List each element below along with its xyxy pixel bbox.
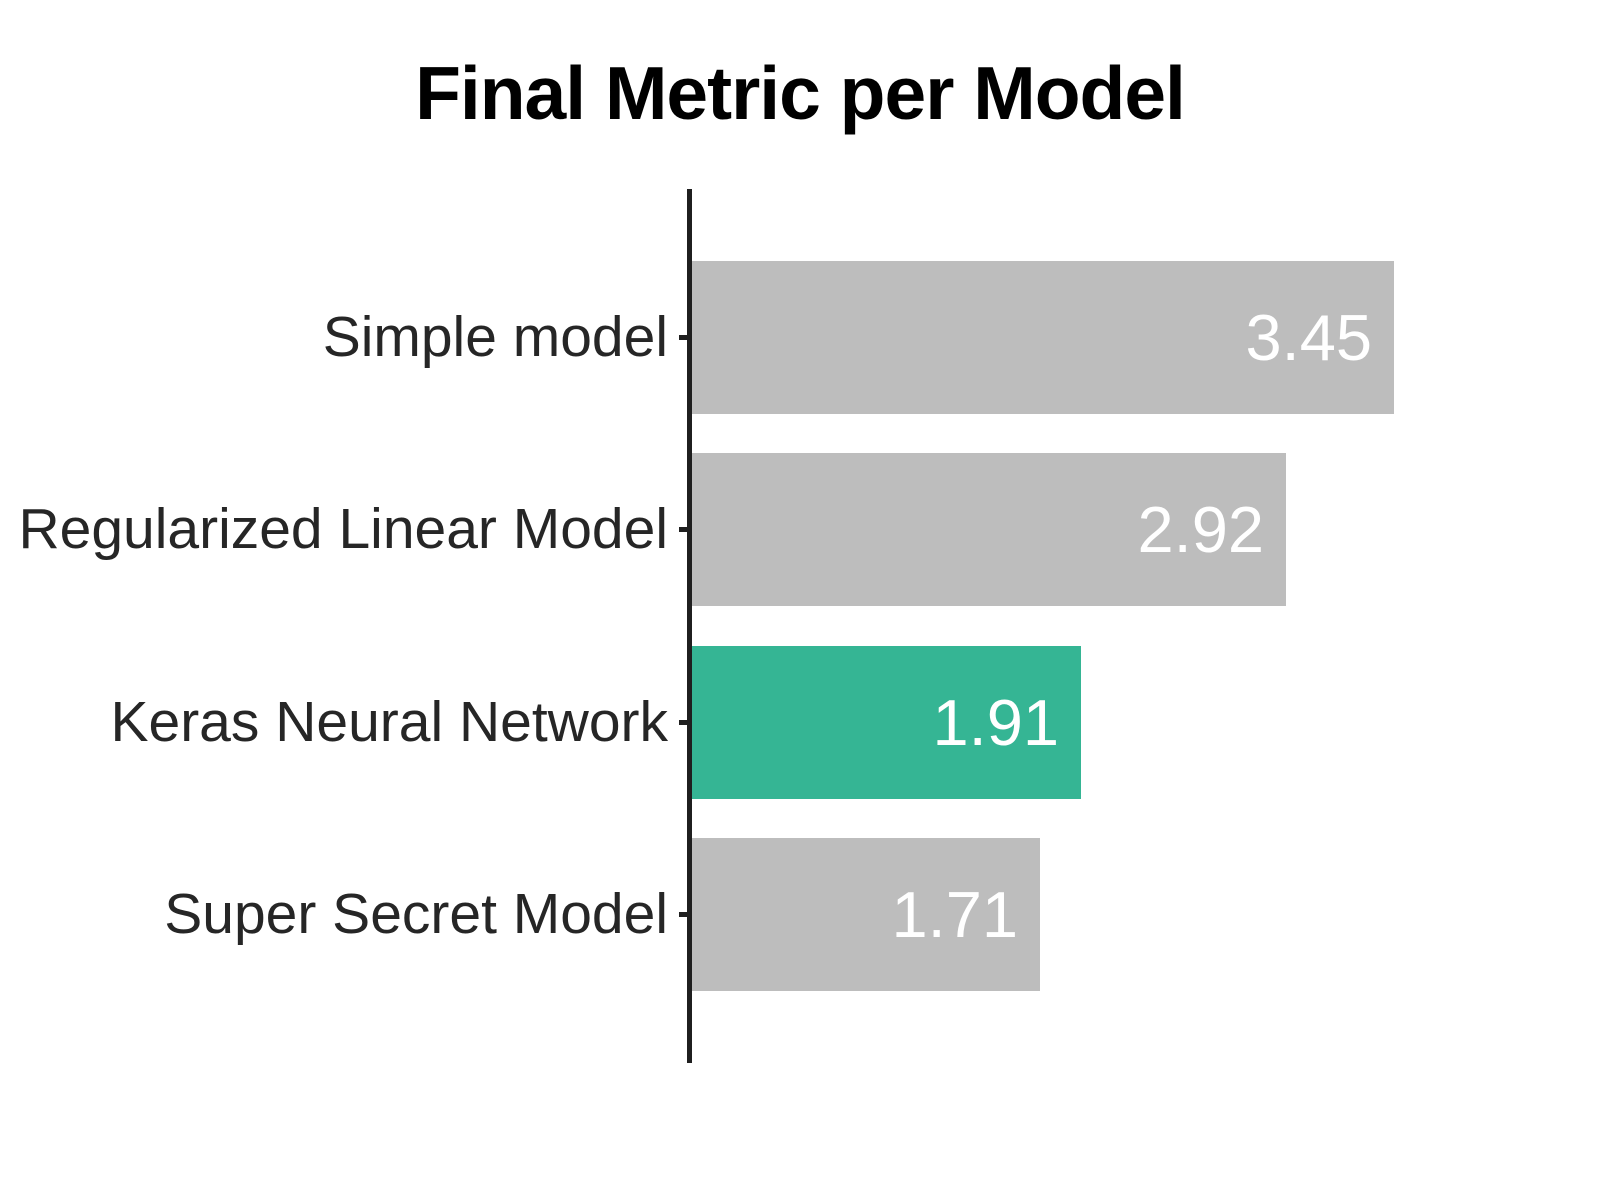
bar: 1.71 bbox=[692, 838, 1040, 991]
y-axis-line bbox=[687, 189, 692, 1063]
bar-row: Regularized Linear Model 2.92 bbox=[0, 453, 1600, 606]
category-label: Regularized Linear Model bbox=[18, 497, 668, 561]
axis-tick-icon bbox=[679, 912, 688, 917]
bar-value-label: 2.92 bbox=[1137, 493, 1264, 566]
axis-tick-icon bbox=[679, 527, 688, 532]
category-label: Super Secret Model bbox=[164, 882, 668, 946]
bar-value-label: 3.45 bbox=[1245, 301, 1372, 374]
bar-row: Keras Neural Network 1.91 bbox=[0, 646, 1600, 799]
bar-row: Super Secret Model 1.71 bbox=[0, 838, 1600, 991]
bar: 2.92 bbox=[692, 453, 1286, 606]
bar-row: Simple model 3.45 bbox=[0, 261, 1600, 414]
category-label: Keras Neural Network bbox=[110, 690, 668, 754]
category-label: Simple model bbox=[322, 305, 668, 369]
axis-tick-icon bbox=[679, 335, 688, 340]
bar: 3.45 bbox=[692, 261, 1394, 414]
bar: 1.91 bbox=[692, 646, 1081, 799]
chart-title: Final Metric per Model bbox=[415, 51, 1186, 135]
axis-tick-icon bbox=[679, 720, 688, 725]
bar-value-label: 1.91 bbox=[932, 686, 1059, 759]
bar-value-label: 1.71 bbox=[891, 878, 1018, 951]
